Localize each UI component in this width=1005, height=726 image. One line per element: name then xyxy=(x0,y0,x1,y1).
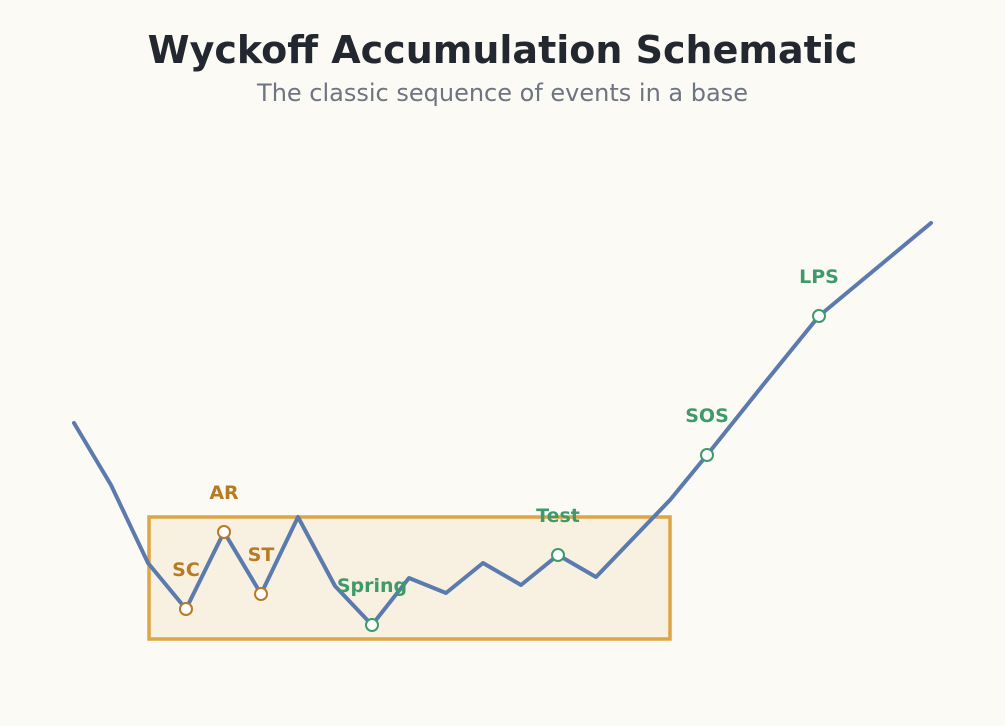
event-markers: SC AR ST Spring Test SOS LPS xyxy=(172,266,839,632)
event-marker-ar xyxy=(217,525,231,539)
event-marker-test xyxy=(551,548,565,562)
event-marker-lps xyxy=(812,309,826,323)
event-marker-st xyxy=(254,587,268,601)
event-marker-spring xyxy=(365,618,379,632)
event-label-test: Test xyxy=(536,505,580,527)
event-label-ar: AR xyxy=(209,482,239,504)
trading-range-box xyxy=(147,515,672,641)
diagram-title: Wyckoff Accumulation Schematic xyxy=(147,28,858,72)
event-marker-sos xyxy=(700,448,714,462)
event-label-lps: LPS xyxy=(799,266,839,288)
event-label-spring: Spring xyxy=(337,575,407,597)
diagram-subtitle: The classic sequence of events in a base xyxy=(257,79,748,107)
event-label-sos: SOS xyxy=(685,405,729,427)
event-label-sc: SC xyxy=(172,559,200,581)
event-label-st: ST xyxy=(248,544,275,566)
event-marker-sc xyxy=(179,602,193,616)
price-path-line xyxy=(72,221,933,627)
